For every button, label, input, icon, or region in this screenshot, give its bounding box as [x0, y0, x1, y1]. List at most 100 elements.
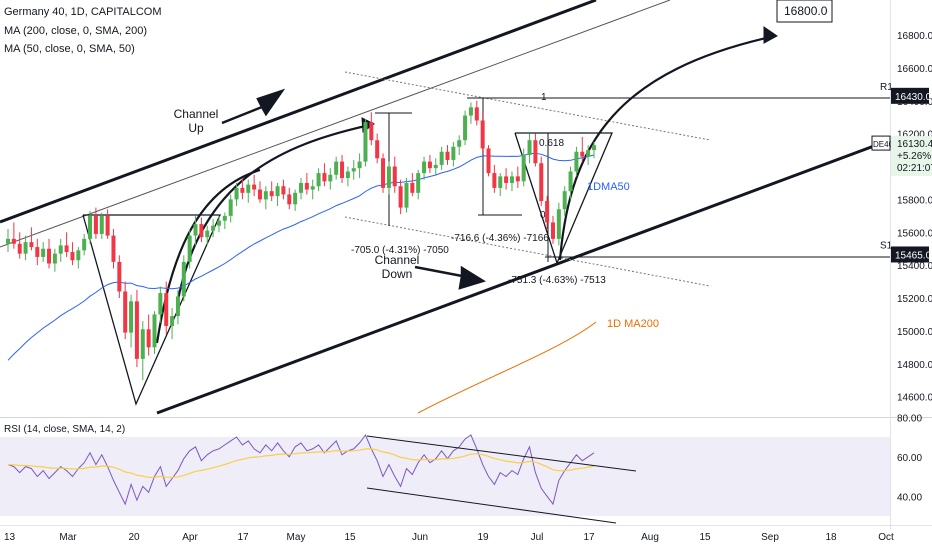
candle-body: [193, 224, 198, 236]
symbol-tag-bg: [871, 135, 891, 151]
channel-up-arrow: [221, 88, 286, 125]
bar-countdown-label: 02:21:07: [897, 163, 932, 174]
time-tick-label: Mar: [59, 532, 77, 543]
candle-body: [539, 163, 544, 202]
candle-body: [521, 155, 526, 182]
price-tick-label: 14800.0: [897, 360, 932, 371]
candle-body: [468, 107, 473, 116]
projection-curve-1: [155, 168, 261, 344]
channel-up-lower-line: [156, 138, 891, 415]
candle-body: [222, 215, 227, 221]
measure-label-1: -705.0 (-4.31%) -7050: [351, 245, 449, 256]
drawings: [0, 0, 891, 415]
candle-body: [457, 140, 462, 147]
time-axis: 13 Mar 20 Apr 17 May 15 Jun 19 Jul 17 Aug 15 Sep 18 Oct: [4, 532, 894, 543]
candle-body: [158, 293, 163, 315]
candle-body: [6, 238, 10, 244]
candle-body: [427, 161, 432, 169]
channel-up-label: Channel: [174, 107, 219, 121]
candle-body: [310, 186, 315, 190]
candle-body: [93, 215, 98, 234]
candle-body: [533, 140, 538, 164]
candle-body: [216, 220, 221, 226]
candle-body: [211, 225, 216, 231]
candle-body: [41, 248, 46, 257]
candle-body: [29, 242, 34, 248]
candle-body: [99, 215, 104, 234]
ma200-legend: MA (200, close, 0, SMA, 200): [4, 25, 148, 37]
price-tick-label: 16600.0: [897, 64, 932, 75]
rsi-pane: 80.00 60.00 40.00: [7, 413, 922, 524]
candle-body: [586, 150, 591, 157]
triangle-pattern-left: [82, 214, 222, 406]
price-change-label: +5.26%: [897, 151, 931, 162]
channel-down-label: Channel: [375, 253, 420, 267]
last-price-label: 16130.4: [897, 139, 932, 150]
target-callout-box: [776, 0, 833, 23]
candle-body: [64, 245, 69, 253]
rsi-tick-label: 80.00: [897, 413, 922, 424]
price-tag-bg: [891, 136, 932, 177]
channel-down-arrow: [414, 265, 487, 290]
candle-body: [550, 222, 555, 239]
candle-body: [187, 235, 192, 262]
rsi-channel-upper: [366, 435, 637, 472]
candle-body: [175, 296, 180, 317]
candle-body: [152, 314, 157, 348]
candle-body: [580, 151, 585, 157]
candle-body: [351, 168, 356, 172]
time-tick-label: 17: [583, 532, 595, 543]
candle-body: [592, 145, 596, 151]
candle-body: [287, 194, 292, 205]
candle-body: [498, 176, 503, 188]
candle-body: [111, 235, 116, 262]
candle-body: [17, 243, 22, 254]
fib-level-0618: 0.618: [539, 138, 564, 149]
candle-body: [234, 187, 239, 200]
level-tag-value: 15465.0: [895, 250, 932, 261]
target-callout-label: 16800.0: [784, 4, 828, 18]
candle-body: [257, 189, 262, 200]
price-tick-label: 16800.0: [897, 31, 932, 42]
rsi-tick-label: 60.00: [897, 453, 922, 464]
candle-body: [199, 224, 204, 238]
candle-body: [146, 329, 151, 348]
candle-body: [134, 301, 139, 359]
candle-body: [88, 215, 93, 239]
rsi-tick-label: 40.00: [897, 492, 922, 503]
candle-body: [252, 184, 257, 190]
ma50-legend: MA (50, close, 0, SMA, 50): [4, 43, 135, 55]
projection-curve-3: [558, 34, 776, 261]
candle-body: [299, 182, 303, 193]
price-tick-label: 15200.0: [897, 294, 932, 305]
ma200-label: 1D MA200: [607, 318, 659, 330]
rsi-line: [7, 433, 595, 506]
candle-body: [105, 215, 110, 236]
candle-body: [240, 187, 245, 193]
candle-body: [275, 186, 280, 197]
candle-body: [386, 166, 391, 188]
fib-level-1: 1: [541, 92, 547, 103]
time-tick-label: Jun: [412, 532, 428, 543]
candle-body: [515, 176, 520, 182]
candle-body: [129, 301, 134, 333]
measure-label-3: -751.3 (-4.63%) -7513: [508, 275, 606, 286]
time-tick-label: 15: [699, 532, 711, 543]
price-tick-label: 16200.0: [897, 130, 932, 141]
candle-body: [304, 182, 309, 190]
level-name-s1: S1: [880, 240, 893, 251]
level-tag-bg: [891, 246, 929, 263]
channel-down-upper-line: [344, 71, 711, 141]
ma50-line: [7, 152, 595, 361]
candle-body: [486, 148, 491, 174]
candle-body: [123, 291, 128, 333]
candle-body: [480, 120, 485, 149]
time-tick-label: Jul: [531, 532, 544, 543]
price-tick-label: 15400.0: [897, 261, 932, 272]
candle-body: [474, 107, 479, 121]
price-tick-label: 15600.0: [897, 228, 932, 239]
candle-body: [445, 151, 450, 160]
candle-body: [47, 248, 52, 264]
projection-arrowhead-3: [763, 26, 778, 44]
